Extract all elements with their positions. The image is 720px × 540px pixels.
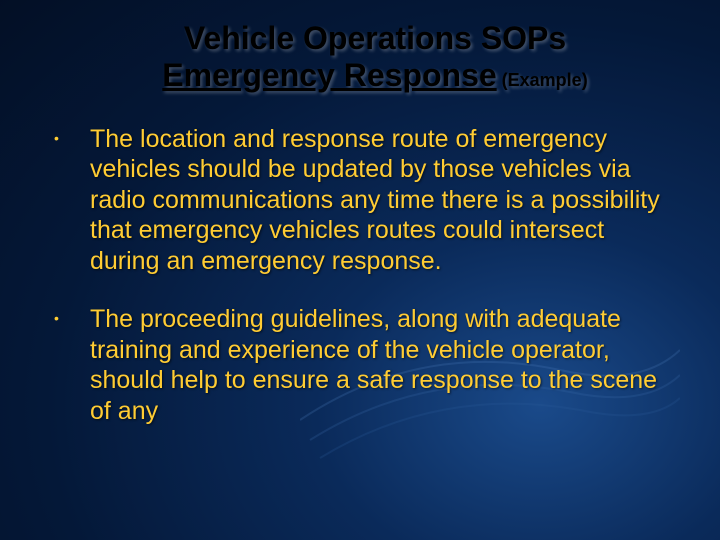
list-item: • The location and response route of eme… (50, 124, 670, 277)
title-example-suffix: (Example) (497, 70, 588, 90)
bullet-marker-icon: • (50, 124, 90, 152)
title-underlined-text: Emergency Response (162, 57, 496, 93)
title-line-1: Vehicle Operations SOPs (80, 20, 670, 57)
title-line-2: Emergency Response (Example) (80, 57, 670, 94)
slide-title: Vehicle Operations SOPs Emergency Respon… (80, 20, 670, 94)
bullet-text: The location and response route of emerg… (90, 124, 670, 277)
slide: Vehicle Operations SOPs Emergency Respon… (0, 0, 720, 540)
list-item: • The proceeding guidelines, along with … (50, 304, 670, 426)
bullet-marker-icon: • (50, 304, 90, 332)
bullet-list: • The location and response route of eme… (50, 124, 670, 427)
bullet-text: The proceeding guidelines, along with ad… (90, 304, 670, 426)
